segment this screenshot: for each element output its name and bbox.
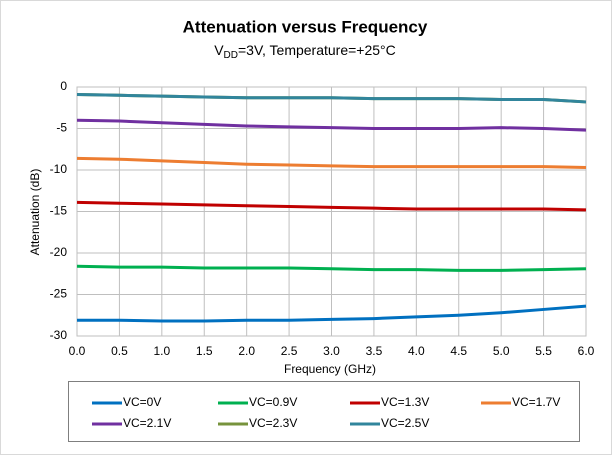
x-tick-label: 3.5: [366, 344, 383, 358]
legend-label: VC=0.9V: [249, 395, 297, 409]
subtitle-part: =3V, Temperature=+25°C: [238, 42, 396, 58]
y-axis-label: Attenuation (dB): [28, 169, 42, 256]
y-tick-label: -25: [50, 287, 68, 301]
x-tick-label: 5.0: [493, 344, 510, 358]
legend-label: VC=1.3V: [381, 395, 429, 409]
y-tick-label: -15: [50, 204, 68, 218]
x-tick-label: 0.5: [111, 344, 128, 358]
legend-label: VC=1.7V: [512, 395, 560, 409]
y-tick-label: -20: [50, 245, 68, 259]
legend-label: VC=2.5V: [381, 416, 429, 430]
x-tick-label: 2.0: [238, 344, 255, 358]
series-line: [76, 92, 587, 104]
series-line: [76, 200, 587, 212]
subtitle-subscript: DD: [224, 50, 238, 61]
legend-label: VC=0V: [123, 395, 161, 409]
x-tick-label: 0.0: [69, 344, 86, 358]
series-line: [76, 156, 587, 170]
subtitle-part: V: [214, 42, 224, 58]
y-tick-label: -5: [56, 121, 67, 135]
y-tick-label: -30: [50, 328, 68, 342]
plot-frame: [76, 86, 587, 337]
x-tick-label: 5.5: [535, 344, 552, 358]
legend-box: [68, 381, 580, 442]
series-line: [77, 304, 587, 323]
series-line: [76, 118, 587, 132]
x-tick-label: 3.0: [323, 344, 340, 358]
chart-title: Attenuation versus Frequency: [183, 17, 428, 36]
legend-label: VC=2.3V: [249, 416, 297, 430]
x-tick-label: 6.0: [578, 344, 595, 358]
x-tick-label: 1.5: [196, 344, 213, 358]
y-tick-label: -10: [50, 162, 68, 176]
series-line: [76, 264, 587, 272]
legend-label: VC=2.1V: [123, 416, 171, 430]
x-axis-label: Frequency (GHz): [284, 362, 376, 376]
chart-subtitle: VDD=3V, Temperature=+25°C: [214, 42, 396, 61]
x-tick-label: 1.0: [153, 344, 170, 358]
x-tick-label: 4.5: [450, 344, 467, 358]
x-tick-label: 2.5: [281, 344, 298, 358]
y-tick-label: 0: [60, 79, 67, 93]
x-tick-label: 4.0: [408, 344, 425, 358]
